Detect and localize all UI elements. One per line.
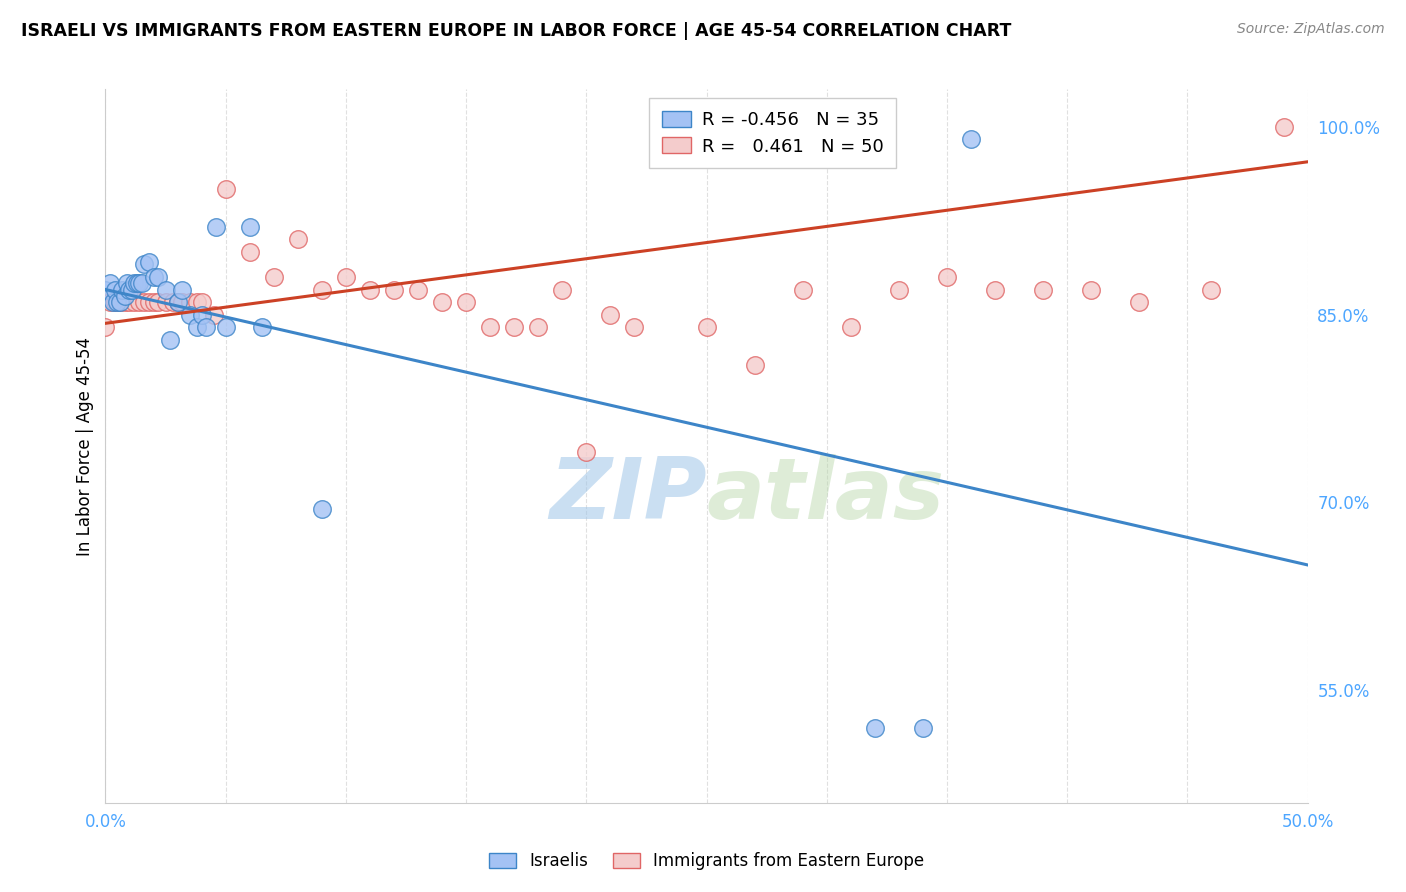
Point [1272,120,1295,134]
Text: ZIP: ZIP [548,454,707,538]
Point [159,333,181,347]
Point [205,219,228,234]
Point [335,270,357,285]
Point [623,320,645,334]
Point [148,295,170,310]
Point [936,270,959,285]
Point [190,308,212,322]
Point [114,295,136,310]
Text: atlas: atlas [707,454,945,538]
Point [107,295,129,310]
Point [190,295,212,310]
Point [214,182,236,196]
Point [527,320,550,334]
Point [114,289,136,303]
Point [108,295,131,310]
Point [124,277,146,291]
Point [839,320,862,334]
Point [186,295,208,310]
Point [479,320,502,334]
Point [121,283,143,297]
Point [128,295,150,310]
Point [287,232,309,246]
Point [1032,283,1054,297]
Point [960,132,983,146]
Point [111,283,134,297]
Point [172,295,194,310]
Point [131,277,153,291]
Point [575,445,598,459]
Point [94,320,117,334]
Y-axis label: In Labor Force | Age 45-54: In Labor Force | Age 45-54 [76,336,94,556]
Point [125,277,148,291]
Point [1201,283,1223,297]
Point [311,501,333,516]
Point [166,295,188,310]
Point [155,283,177,297]
Point [132,257,155,271]
Point [551,283,574,297]
Point [382,283,405,297]
Text: Source: ZipAtlas.com: Source: ZipAtlas.com [1237,22,1385,37]
Point [104,283,127,297]
Point [155,295,177,310]
Point [115,277,138,291]
Point [239,219,262,234]
Point [214,320,236,334]
Point [430,295,453,310]
Point [911,721,934,735]
Point [263,270,285,285]
Point [148,270,170,285]
Point [118,283,141,297]
Point [142,270,165,285]
Point [94,283,117,297]
Point [132,295,155,310]
Point [108,295,131,310]
Point [98,295,121,310]
Point [599,308,621,322]
Point [142,295,165,310]
Point [128,277,150,291]
Point [792,283,814,297]
Point [166,295,188,310]
Point [503,320,526,334]
Point [984,283,1007,297]
Point [454,295,477,310]
Point [186,320,208,334]
Point [162,295,184,310]
Point [98,277,121,291]
Point [118,295,141,310]
Point [138,255,160,269]
Point [101,295,124,310]
Point [124,295,146,310]
Point [1128,295,1150,310]
Point [239,244,262,259]
Text: ISRAELI VS IMMIGRANTS FROM EASTERN EUROPE IN LABOR FORCE | AGE 45-54 CORRELATION: ISRAELI VS IMMIGRANTS FROM EASTERN EUROP… [21,22,1011,40]
Point [1080,283,1102,297]
Point [696,320,718,334]
Point [179,295,201,310]
Point [179,308,201,322]
Point [250,320,273,334]
Point [104,295,127,310]
Point [195,320,218,334]
Point [359,283,381,297]
Point [138,295,160,310]
Point [202,308,225,322]
Point [406,283,429,297]
Point [863,721,886,735]
Point [744,358,766,372]
Point [311,283,333,297]
Point [172,283,194,297]
Point [887,283,910,297]
Legend: Israelis, Immigrants from Eastern Europe: Israelis, Immigrants from Eastern Europe [482,846,931,877]
